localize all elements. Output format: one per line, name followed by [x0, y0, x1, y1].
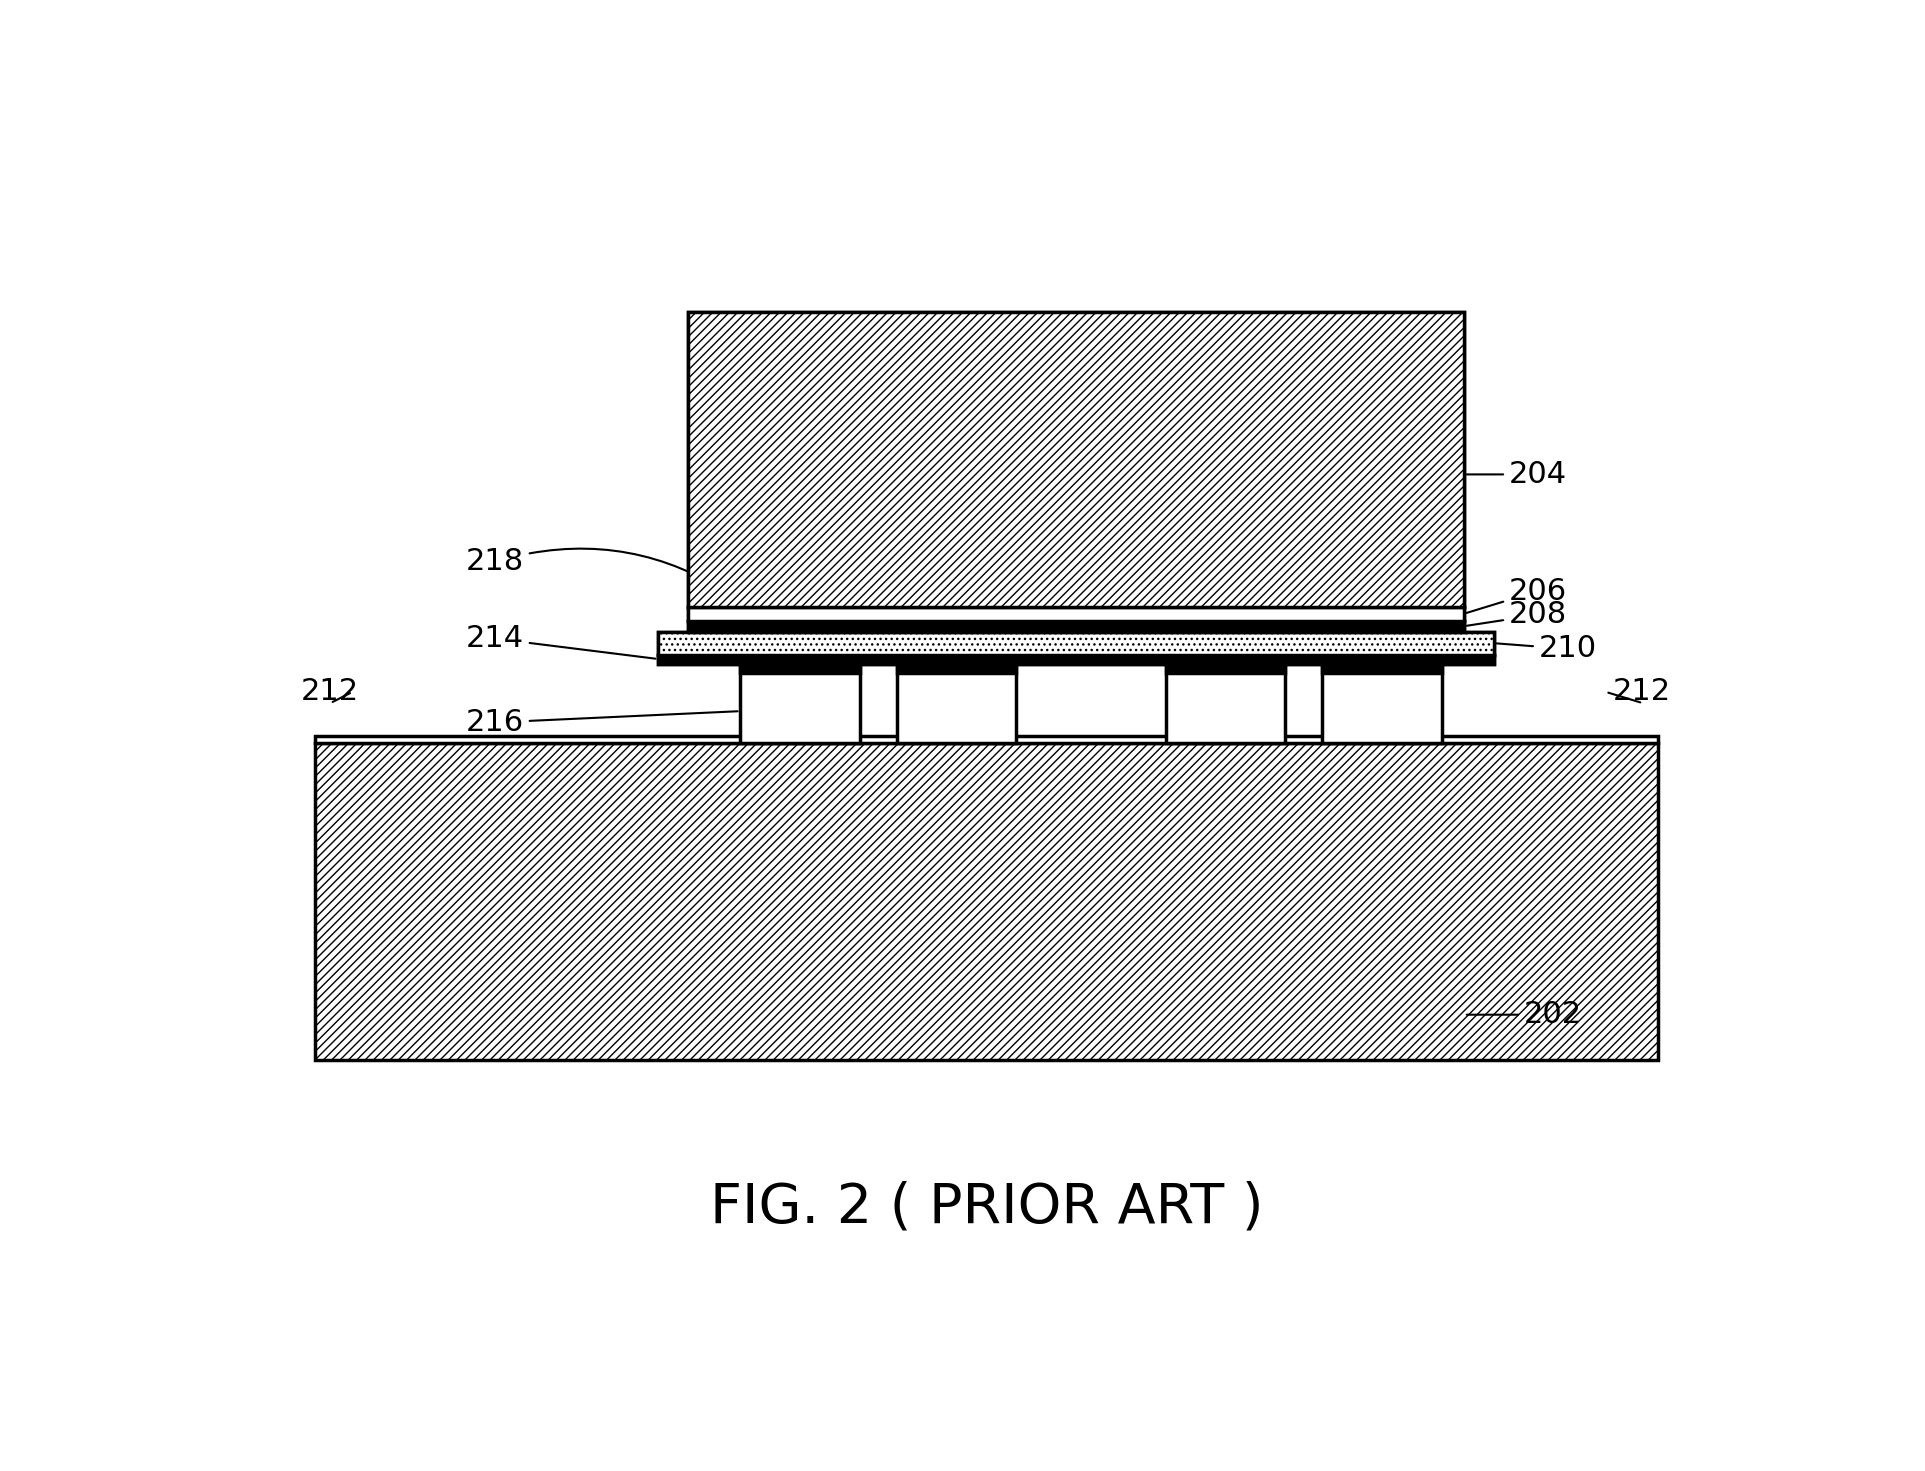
- Text: 210: 210: [1496, 634, 1596, 663]
- Bar: [689, 312, 1465, 608]
- Bar: [658, 655, 1494, 663]
- Text: 206: 206: [1467, 577, 1567, 613]
- Bar: [741, 663, 860, 672]
- Text: 212: 212: [1613, 677, 1671, 706]
- Text: 208: 208: [1467, 600, 1567, 630]
- Text: 214: 214: [466, 624, 656, 659]
- Bar: [689, 312, 1465, 608]
- Bar: [689, 312, 1465, 608]
- Bar: [689, 608, 1465, 621]
- Bar: [316, 743, 1657, 1061]
- Bar: [1322, 663, 1442, 672]
- Bar: [1322, 663, 1442, 743]
- Bar: [689, 608, 1465, 621]
- Bar: [658, 633, 1494, 655]
- Bar: [689, 621, 1465, 633]
- Bar: [1167, 663, 1286, 743]
- Bar: [897, 663, 1016, 743]
- Bar: [658, 655, 1494, 663]
- Bar: [658, 633, 1494, 655]
- Bar: [316, 736, 1657, 743]
- Bar: [1167, 663, 1286, 672]
- Bar: [658, 633, 1494, 655]
- Bar: [689, 621, 1465, 633]
- Text: 204: 204: [1467, 460, 1567, 488]
- Text: 218: 218: [466, 547, 745, 605]
- Text: 212: 212: [300, 677, 358, 706]
- Text: FIG. 2 ( PRIOR ART ): FIG. 2 ( PRIOR ART ): [710, 1180, 1263, 1234]
- Bar: [316, 743, 1657, 1061]
- Bar: [689, 312, 1465, 608]
- Text: 202: 202: [1467, 1000, 1582, 1030]
- Bar: [741, 663, 860, 743]
- Bar: [658, 633, 1494, 655]
- Bar: [897, 663, 1016, 672]
- Text: 216: 216: [466, 708, 737, 737]
